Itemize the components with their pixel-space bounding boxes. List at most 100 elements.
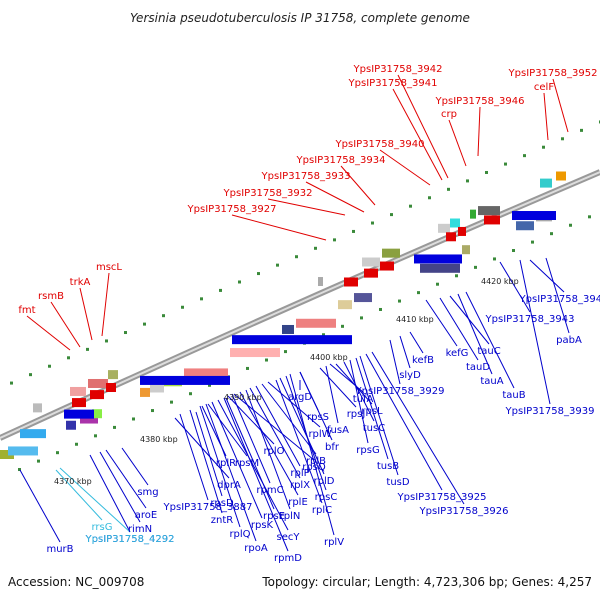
leader-line [477,106,481,157]
gene-label: rpmD [274,553,302,564]
scale-label: 4390 kbp [224,393,262,402]
gene-block [8,446,38,456]
gene-label: YpsIP31758_3944 [519,294,600,305]
inner-dot [94,434,97,438]
outer-dot [428,196,431,200]
gene-label: secY [277,532,301,543]
gene-block [470,209,476,219]
leader-line [50,301,81,348]
leader-line [275,379,323,504]
gene-label: tauB [502,390,525,401]
gene-label: mscL [96,262,122,273]
leader-line [211,401,263,519]
outer-dot [333,238,336,242]
leader-line [340,165,376,206]
scale-label: 4380 kbp [140,435,178,444]
outer-dot [29,373,32,377]
outer-dot [10,381,13,385]
inner-dot [170,400,173,404]
gene-label: rpsM [235,458,259,469]
leader-line [59,467,131,533]
inner-dot [56,451,59,455]
inner-dot [436,282,439,286]
gene-block [92,409,102,419]
gene-arrow [140,375,230,385]
leader-line [397,74,449,179]
gene-block [296,318,336,328]
gene-label: tusD [386,477,409,488]
leader-line [249,387,301,479]
gene-label: rpsL [361,406,383,417]
inner-dot [341,324,344,328]
leader-line [305,181,365,213]
gene-arrow [484,215,500,225]
gene-label: rplC [312,505,332,516]
outer-dot [485,170,488,174]
outer-dot [105,339,108,343]
gene-label: trkA [70,277,91,288]
leader-line [543,92,549,141]
outer-dot [447,187,450,191]
leader-line [101,272,110,337]
inner-dot [37,459,40,463]
gene-arrow [344,277,358,287]
leader-line [225,397,275,510]
leader-line [448,119,467,167]
gene-label: rplB [306,456,326,467]
outer-dot [124,331,127,335]
gene-label: rpsC [315,492,338,503]
leader-line [239,391,299,496]
gene-arrow [380,261,394,271]
leader-line [319,367,357,408]
gene-block [282,324,294,334]
gene-label: YpsIP31758_3943 [485,314,575,325]
leader-line [465,291,515,389]
scale-label: 4410 kbp [396,315,434,324]
gene-label: fmt [18,305,35,316]
leader-line [223,397,289,552]
gene-label: rpsG [356,445,379,456]
map-title: Yersinia pseudotuberculosis IP 31758, co… [130,11,470,25]
outer-dot [257,272,260,276]
leader-line [189,409,223,514]
outer-dot [238,280,241,284]
outer-dot [200,297,203,301]
gene-label: YpsIP31758_3933 [261,171,351,182]
label-leader-lines [19,74,570,552]
outer-dot [48,364,51,368]
gene-label: rpsQ [302,462,326,473]
gene-label: fusA [327,425,349,436]
leader-line [343,361,375,422]
leader-line [105,449,147,509]
gene-block [478,206,500,216]
leader-line [99,451,141,523]
leader-line [409,331,424,354]
inner-dot [151,409,154,413]
gene-label: tauA [480,376,503,387]
leader-line [325,365,339,424]
gene-label: crp [441,109,457,120]
outer-dot [181,305,184,309]
gene-label: rpsD [210,498,234,509]
scale-label: 4370 kbp [54,477,92,486]
gene-arrow [106,383,116,393]
gene-block [66,420,76,430]
leader-line [231,393,271,484]
accession-text: Accession: NC_009708 [8,575,144,589]
gene-label: rplR [216,458,236,469]
outer-dot [371,221,374,225]
gene-block [556,171,566,181]
leader-line [227,395,275,445]
gene-label: rpsJ [347,409,366,420]
gene-arrow [512,211,556,221]
leader-line [55,469,103,521]
leader-line [195,411,223,497]
leader-line [89,454,131,533]
outer-dot [504,162,507,166]
outer-dot [409,204,412,208]
inner-dot [284,350,287,354]
gene-block [184,368,228,378]
leader-line [392,88,443,181]
forward-gene-track [33,171,566,413]
